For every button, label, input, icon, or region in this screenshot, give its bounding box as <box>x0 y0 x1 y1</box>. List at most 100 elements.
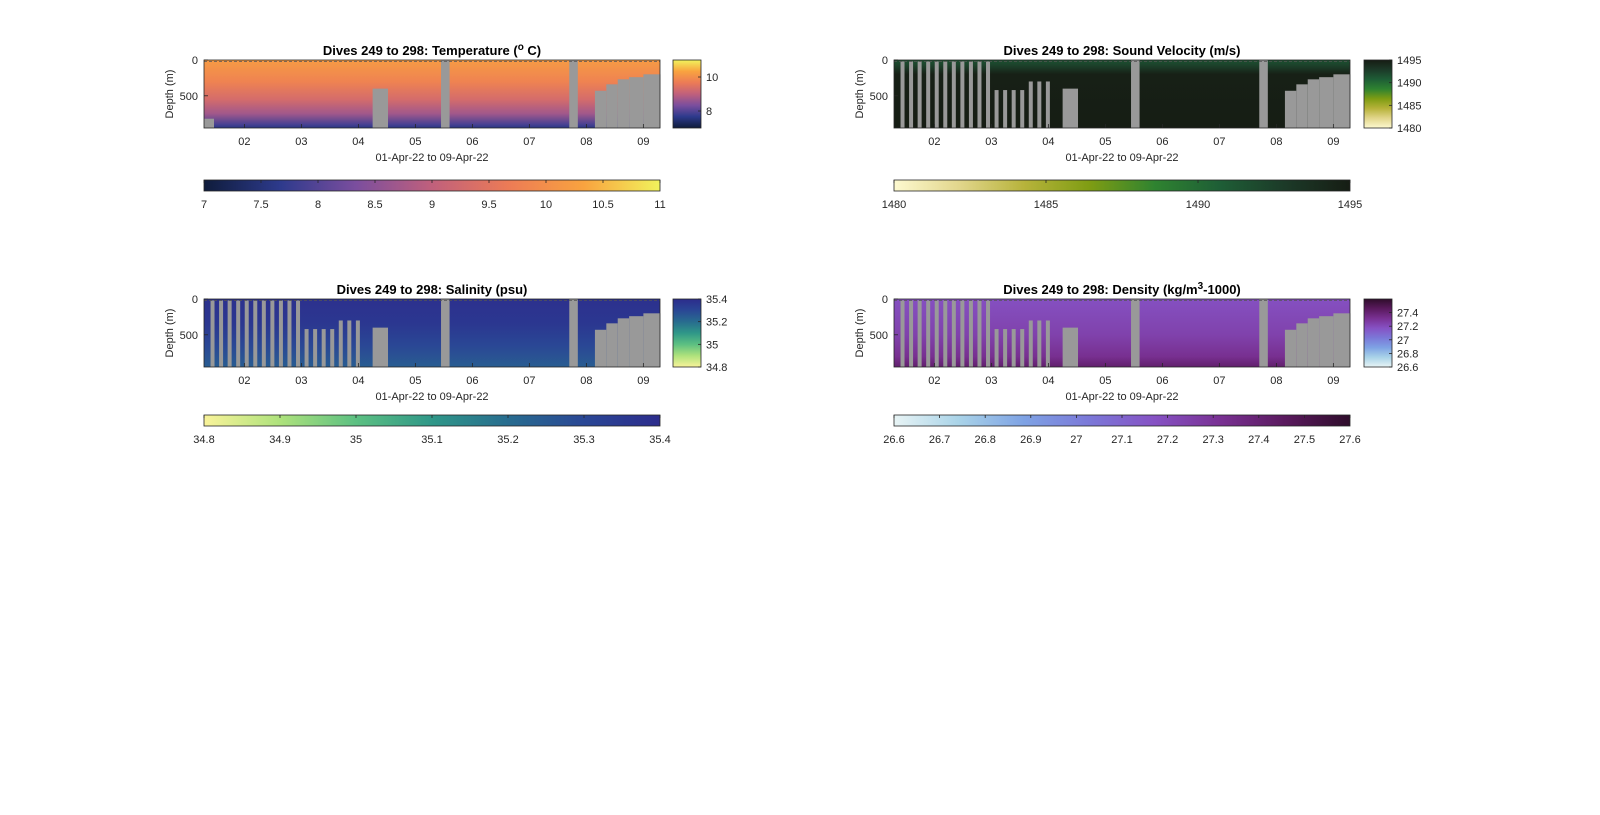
y-tick-label: 500 <box>180 91 198 103</box>
x-tick-label: 08 <box>580 375 592 387</box>
gap-stripe <box>1045 320 1050 367</box>
chart-title: Dives 249 to 298: Salinity (psu) <box>337 282 528 297</box>
gap-stripe <box>951 300 956 367</box>
axes-box <box>203 59 661 129</box>
chart-salinity: 02 03 04 05 06 07 08 09 0 500 01-Apr-22 to 09-Apr-… <box>164 282 727 446</box>
gap-stripe <box>994 329 999 367</box>
gap-bottom <box>606 323 618 367</box>
colorbar-tick-label: 10.5 <box>592 199 613 211</box>
gap-bottom <box>1062 88 1079 128</box>
x-tick-label: 06 <box>1156 136 1168 148</box>
gap-bottom <box>1333 74 1351 128</box>
side-colorbar <box>1363 59 1393 129</box>
colorbar-tick-label: 1495 <box>1338 199 1362 211</box>
x-tick-label: 08 <box>1270 375 1282 387</box>
chart-title: Dives 249 to 298: Density (kg/m3-1000) <box>1003 281 1241 297</box>
gap-stripe <box>900 61 905 128</box>
gap-stripe <box>244 300 249 367</box>
gap-bottom <box>643 313 661 367</box>
gap-bottom <box>1307 318 1320 367</box>
y-tick-label: 0 <box>192 294 198 306</box>
y-tick-label: 0 <box>192 55 198 67</box>
colorbar-tick-label: 8 <box>315 199 321 211</box>
gap-stripe <box>227 300 232 367</box>
x-tick-label: 02 <box>238 375 250 387</box>
y-axis-label: Depth (m) <box>164 70 176 119</box>
gap-column <box>441 299 450 367</box>
chart-temperature: 02 03 04 05 06 07 08 09 0 500 01-Apr-22 to 09-Apr-… <box>164 42 718 211</box>
gap-stripe <box>986 300 991 367</box>
x-tick-label: 05 <box>1099 375 1111 387</box>
gap-column <box>569 60 578 128</box>
side-colorbar-label: 26.8 <box>1397 348 1418 360</box>
x-tick-label: 03 <box>985 375 997 387</box>
gap-stripe <box>355 320 360 367</box>
x-axis-label: 01-Apr-22 to 09-Apr-22 <box>1065 391 1178 403</box>
x-tick-label: 02 <box>928 136 940 148</box>
y-tick-label: 500 <box>870 91 888 103</box>
gap-stripe <box>917 61 922 128</box>
gap-stripe <box>270 300 275 367</box>
side-colorbar-label: 27.2 <box>1397 321 1418 333</box>
colorbar-tick-label: 35.1 <box>421 434 442 446</box>
side-colorbar-label: 35.2 <box>706 317 727 329</box>
gap-bottom <box>643 74 661 128</box>
gap-stripe <box>304 329 309 367</box>
x-tick-label: 05 <box>1099 136 1111 148</box>
gap-stripe <box>1037 81 1042 128</box>
y-tick-label: 0 <box>882 55 888 67</box>
colorbar-tick-label: 1485 <box>1034 199 1058 211</box>
gap-stripe <box>934 300 939 367</box>
gap-stripe <box>900 300 905 367</box>
axes-box <box>893 298 1351 368</box>
x-tick-label: 09 <box>1327 136 1339 148</box>
x-tick-label: 04 <box>1042 375 1054 387</box>
x-tick-label: 06 <box>466 375 478 387</box>
colorbar-tick-label: 9.5 <box>481 199 496 211</box>
gap-bottom <box>1284 90 1297 128</box>
gap-stripe <box>1037 320 1042 367</box>
gap-stripe <box>934 61 939 128</box>
gap-column <box>1131 299 1140 367</box>
x-tick-label: 09 <box>637 136 649 148</box>
gap-stripe <box>977 300 982 367</box>
colorbar-tick-label: 7 <box>201 199 207 211</box>
side-colorbar <box>672 298 702 368</box>
gap-stripe <box>943 61 948 128</box>
gap-stripe <box>253 300 258 367</box>
colorbar-tick-label: 10 <box>540 199 552 211</box>
gap-bottom <box>204 118 214 128</box>
side-colorbar-label: 10 <box>706 72 718 84</box>
colorbar-tick-label: 35.4 <box>649 434 670 446</box>
gap-column <box>569 299 578 367</box>
side-colorbar <box>1363 298 1393 368</box>
y-tick-label: 500 <box>870 330 888 342</box>
side-colorbar-label: 1490 <box>1397 78 1421 90</box>
gap-stripe <box>986 61 991 128</box>
colorbar-tick-label: 27.4 <box>1248 434 1269 446</box>
colorbar-tick-label: 35.3 <box>573 434 594 446</box>
x-tick-label: 08 <box>1270 136 1282 148</box>
gap-bottom <box>629 316 644 367</box>
colorbar-tick-label: 26.7 <box>929 434 950 446</box>
gap-bottom <box>1062 327 1079 367</box>
side-colorbar-label: 26.6 <box>1397 362 1418 374</box>
gap-bottom <box>1307 79 1320 128</box>
x-tick-label: 03 <box>295 136 307 148</box>
gap-bottom <box>594 329 607 367</box>
gap-bottom <box>1319 316 1334 367</box>
x-axis-label: 01-Apr-22 to 09-Apr-22 <box>1065 152 1178 164</box>
gap-stripe <box>968 61 973 128</box>
gap-bottom <box>372 327 389 367</box>
gap-stripe <box>219 300 224 367</box>
colorbar-tick-label: 11 <box>654 199 665 211</box>
gap-bottom <box>594 90 607 128</box>
gap-stripe <box>1028 320 1033 367</box>
gap-stripe <box>951 61 956 128</box>
x-tick-label: 02 <box>238 136 250 148</box>
gap-bottom <box>1296 323 1308 367</box>
gap-stripe <box>1028 81 1033 128</box>
x-tick-label: 02 <box>928 375 940 387</box>
x-tick-label: 04 <box>352 375 364 387</box>
